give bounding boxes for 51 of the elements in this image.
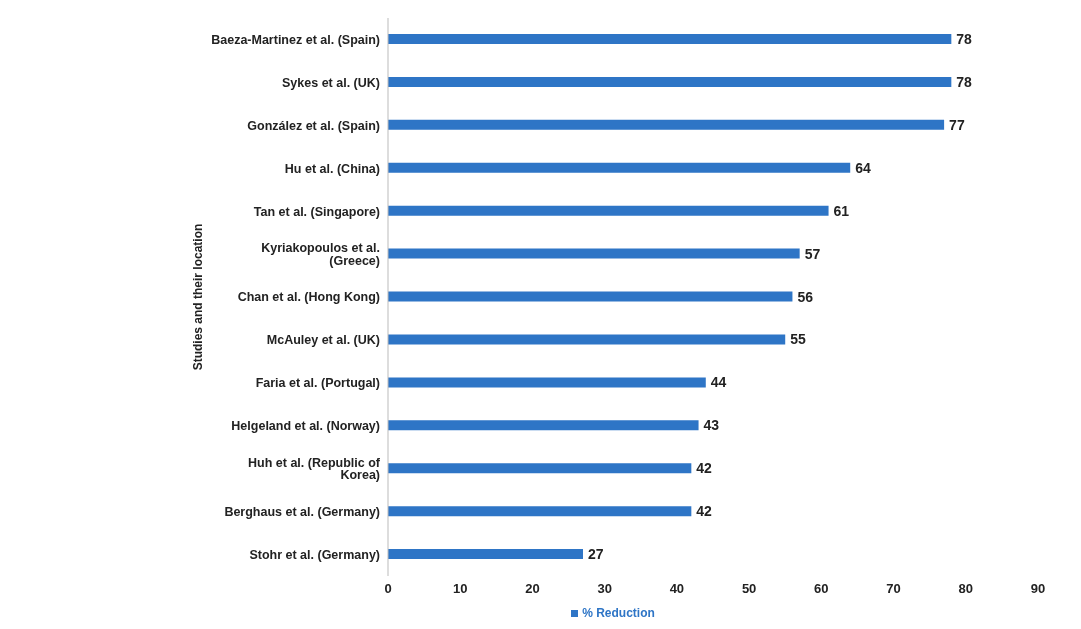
y-tick-label: McAuley et al. (UK) [266, 333, 380, 348]
x-tick-label: 10 [452, 581, 468, 597]
data-label: 78 [956, 30, 973, 47]
legend-label: % Reduction [582, 606, 655, 620]
x-tick-label: 0 [384, 581, 392, 597]
y-tick-label: Huh et al. (Republic of Korea) [248, 455, 381, 483]
y-tick-label: Faria et al. (Portugal) [255, 376, 380, 391]
y-tick-label: Tan et al. (Singapore) [253, 204, 380, 219]
data-label: 57 [804, 245, 821, 262]
x-tick-label: 20 [525, 581, 540, 597]
bar [388, 420, 699, 431]
x-tick-label: 90 [1030, 581, 1046, 597]
bar [388, 549, 583, 560]
y-tick-label: Kyriakopoulos et al. (Greece) [261, 241, 380, 268]
data-label: 44 [710, 374, 727, 391]
data-label: 27 [588, 546, 604, 563]
bar [388, 162, 851, 173]
y-tick-label: Hu et al. (China) [284, 161, 380, 176]
y-tick-label: Chan et al. (Hong Kong) [237, 290, 380, 305]
data-label: 61 [833, 202, 850, 219]
data-label: 42 [696, 503, 713, 520]
data-label: 64 [855, 159, 872, 176]
bar [388, 463, 692, 474]
y-tick-label: Baeza-Martinez et al. (Spain) [211, 32, 380, 47]
data-label: 77 [949, 116, 965, 133]
bar [388, 291, 793, 302]
bar [388, 377, 706, 388]
bar [388, 119, 945, 130]
bar [388, 248, 800, 259]
x-tick-label: 30 [597, 581, 612, 597]
y-axis-title: Studies and their location [191, 223, 206, 371]
y-tick-label: Stohr et al. (Germany) [249, 547, 380, 562]
x-tick-label: 60 [814, 581, 829, 597]
data-label: 43 [703, 417, 720, 434]
x-tick-label: 40 [669, 581, 685, 597]
bar [388, 34, 952, 44]
y-tick-label: González et al. (Spain) [247, 118, 380, 133]
bar [388, 205, 829, 216]
bar [388, 334, 786, 345]
data-label: 56 [797, 288, 814, 305]
bar [388, 76, 952, 87]
y-tick-label: Helgeland et al. (Norway) [231, 419, 380, 434]
y-tick-label: Sykes et al. (UK) [282, 75, 380, 90]
data-label: 42 [696, 460, 713, 477]
bar [388, 506, 692, 517]
x-tick-label: 50 [741, 581, 757, 597]
x-tick-label: 80 [958, 581, 974, 597]
y-tick-label: Berghaus et al. (Germany) [224, 505, 380, 520]
data-label: 78 [956, 73, 973, 90]
x-tick-label: 70 [886, 581, 901, 597]
data-label: 55 [790, 331, 807, 348]
